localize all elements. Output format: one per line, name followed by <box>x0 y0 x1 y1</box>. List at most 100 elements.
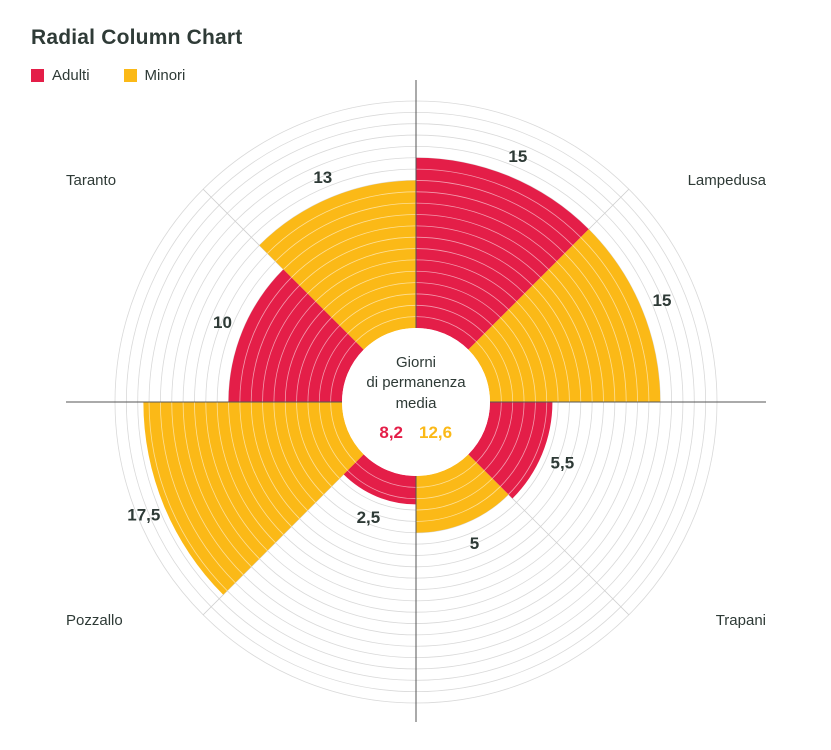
legend-item-adulti[interactable]: Adulti <box>31 67 90 84</box>
bar-stripe <box>415 180 573 246</box>
bar-stripe <box>318 333 348 403</box>
bar-minori-pozzallo[interactable] <box>143 402 364 595</box>
value-label-minori-pozzallo: 17,5 <box>127 506 160 525</box>
bar-stripe <box>307 401 340 479</box>
bar-stripe <box>284 309 324 403</box>
bar-stripe <box>283 214 417 270</box>
bar-stripe <box>476 401 502 463</box>
bar-stripe <box>415 478 493 511</box>
legend-label-minori: Minori <box>144 67 186 84</box>
bar-stripe <box>339 293 417 326</box>
bar-stripe <box>307 325 340 403</box>
bar-stripe <box>500 401 536 487</box>
value-label-adulti-taranto: 10 <box>213 313 232 332</box>
legend-label-adulti: Adulti <box>52 67 90 84</box>
bar-stripe <box>415 270 509 310</box>
bar-stripe <box>415 259 517 302</box>
bar-stripe <box>415 191 565 254</box>
bar-stripe <box>347 470 417 500</box>
bar-minori-trapani[interactable] <box>416 454 509 533</box>
bar-minori-lampedusa[interactable] <box>468 229 661 402</box>
value-label-minori-lampedusa: 15 <box>653 291 672 310</box>
bar-stripe <box>355 316 417 342</box>
bar-stripe <box>250 285 300 403</box>
chart-title: Radial Column Chart <box>31 26 243 49</box>
bar-stripe <box>500 317 536 403</box>
bar-stripe <box>508 401 548 495</box>
center-title-line2: di permanenza <box>366 374 466 391</box>
labels: 15 15 5,5 5 2,5 17,5 10 13 Lampedusa Trapani Pozza… <box>66 147 767 629</box>
bar-stripe <box>296 317 332 403</box>
bar-adulti-trapani[interactable] <box>468 402 553 499</box>
bar-stripe <box>476 341 502 403</box>
bar-stripe <box>415 214 549 270</box>
category-label-lampedusa: Lampedusa <box>688 172 767 189</box>
bar-adulti-taranto[interactable] <box>228 269 364 402</box>
bar-stripe <box>484 401 514 471</box>
bar-stripe <box>355 462 417 488</box>
bar-stripe <box>323 270 417 310</box>
category-label-taranto: Taranto <box>66 172 116 189</box>
bar-stripe <box>540 277 593 403</box>
bar-stripe <box>262 293 308 403</box>
bar-stripe <box>415 168 581 238</box>
category-label-pozzallo: Pozzallo <box>66 612 123 629</box>
bar-stripe <box>291 225 417 278</box>
bar-stripe <box>415 225 541 278</box>
legend-item-minori[interactable]: Minori <box>123 67 186 84</box>
bar-stripe <box>415 236 533 286</box>
bar-stripe <box>331 282 417 318</box>
legend-swatch-adulti <box>31 69 44 82</box>
bar-stripe <box>315 259 417 302</box>
bar-stripe <box>318 401 348 471</box>
bar-stripe <box>284 401 324 495</box>
bar-stripe <box>516 301 559 403</box>
bar-stripe <box>524 293 570 403</box>
bar-stripe <box>194 401 260 559</box>
bar-stripe <box>492 325 525 403</box>
center-title-line1: Giorni <box>396 354 436 371</box>
bar-stripe <box>564 253 627 403</box>
bar-stripe <box>148 401 228 592</box>
bar-stripe <box>484 333 514 403</box>
bar-stripe <box>415 304 485 334</box>
bar-stripe <box>415 282 501 318</box>
bar-stripe <box>273 301 316 403</box>
bar-stripe <box>572 245 638 403</box>
bar-stripe <box>330 401 356 463</box>
bar-adulti-lampedusa[interactable] <box>416 157 589 350</box>
bar-stripe <box>330 341 356 403</box>
bar-stripe <box>239 401 292 527</box>
bar-minori-taranto[interactable] <box>259 180 416 350</box>
value-label-adulti-lampedusa: 15 <box>508 147 527 166</box>
bar-stripe <box>262 401 308 511</box>
bar-stripe <box>275 202 417 262</box>
value-label-adulti-pozzallo: 2,5 <box>357 508 381 527</box>
bar-stripe <box>415 293 493 326</box>
bar-stripe <box>299 236 417 286</box>
bar-stripe <box>415 202 557 262</box>
bar-stripe <box>548 269 604 403</box>
category-label-trapani: Trapani <box>716 612 766 629</box>
center-info: Giorni di permanenza media 8,2 12,6 <box>342 328 490 476</box>
bar-stripe <box>532 285 582 403</box>
bar-stripe <box>415 470 485 500</box>
center-minori-average: 12,6 <box>419 423 452 442</box>
bar-stripe <box>182 401 252 567</box>
bar-stripe <box>296 401 332 487</box>
center-title-line3: media <box>396 395 438 412</box>
bar-stripe <box>415 316 477 342</box>
bar-stripe <box>347 304 417 334</box>
bar-stripe <box>273 401 316 503</box>
value-label-minori-taranto: 13 <box>313 168 332 187</box>
bar-stripe <box>307 248 417 294</box>
bar-stripe <box>580 237 650 403</box>
bar-stripe <box>415 248 525 294</box>
bar-stripe <box>239 277 292 403</box>
bar-stripe <box>205 401 268 551</box>
bar-stripe <box>267 191 417 254</box>
bar-stripe <box>556 261 616 403</box>
bar-stripe <box>415 486 501 522</box>
value-label-minori-trapani: 5 <box>470 534 479 553</box>
